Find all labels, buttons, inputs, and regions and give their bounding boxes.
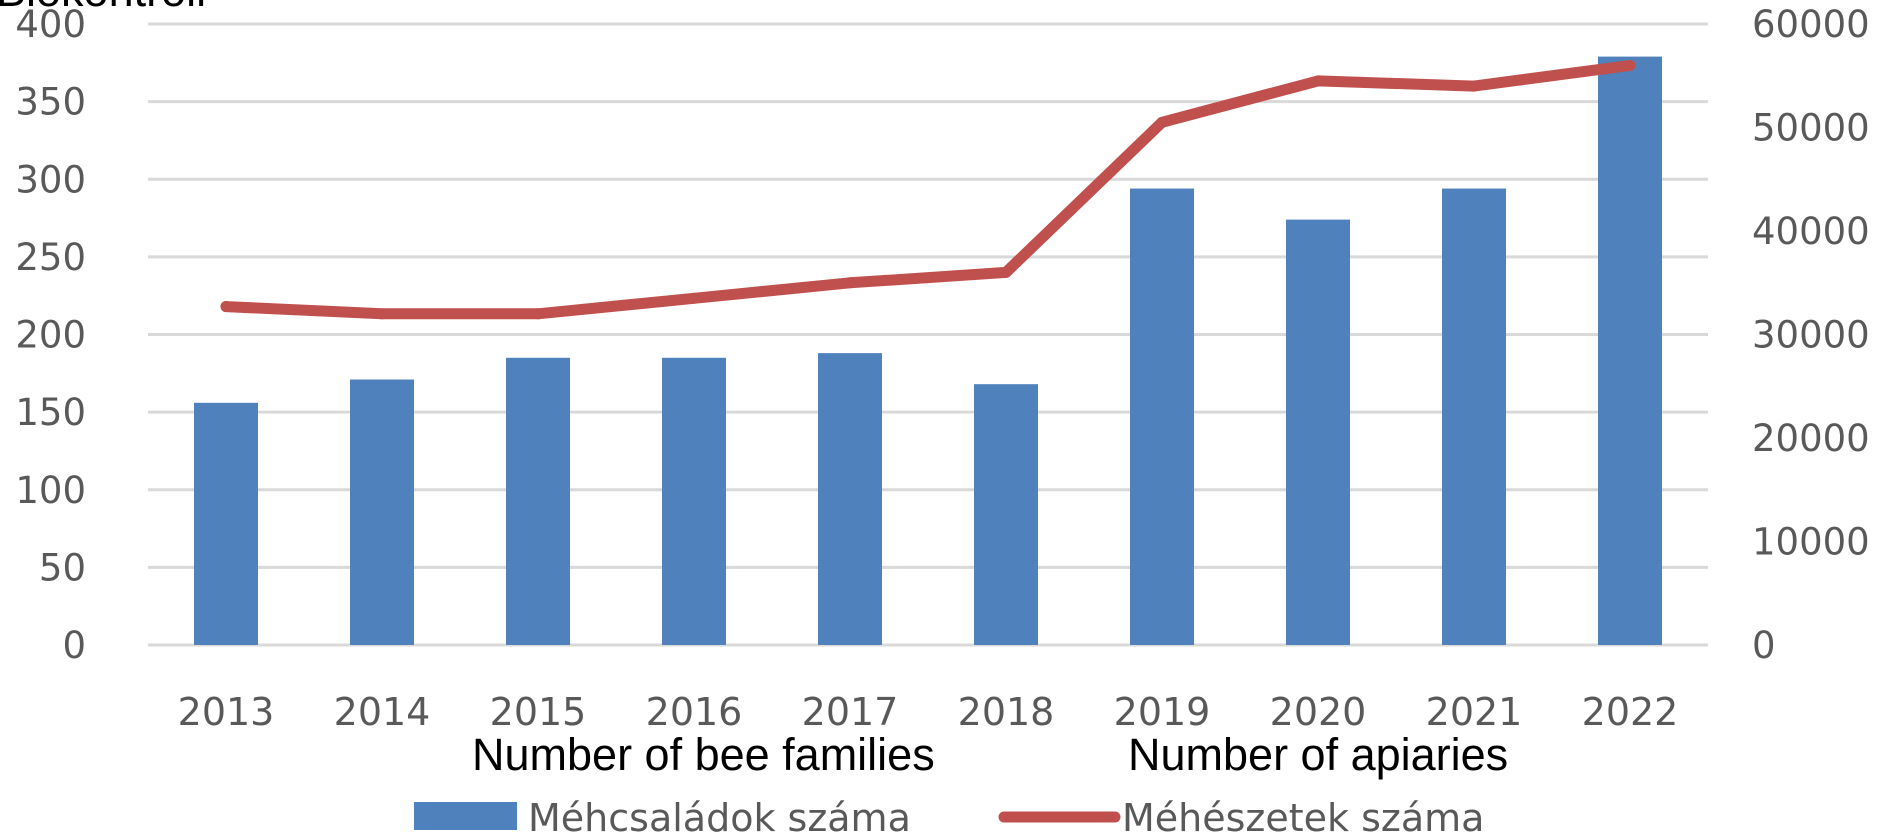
x-tick-2017: 2017 xyxy=(802,690,899,734)
x-tick-2013: 2013 xyxy=(178,690,275,734)
bar-2016 xyxy=(662,357,726,645)
legend-label-bee-families: Méhcsaládok száma xyxy=(528,796,911,837)
bar-2019 xyxy=(1130,188,1194,645)
left-tick-50: 50 xyxy=(39,546,86,589)
bar-2020 xyxy=(1286,219,1350,646)
left-tick-0: 0 xyxy=(62,624,86,667)
left-tick-100: 100 xyxy=(15,469,86,512)
line-point-2016 xyxy=(688,292,700,304)
right-tick-60000: 60000 xyxy=(1752,3,1870,46)
bar-series xyxy=(194,56,1662,646)
bar-2018 xyxy=(974,384,1038,645)
left-tick-350: 350 xyxy=(15,81,86,124)
left-tick-250: 250 xyxy=(15,236,86,279)
x-tick-2018: 2018 xyxy=(958,690,1055,734)
left-tick-150: 150 xyxy=(15,391,86,434)
line-point-2019 xyxy=(1156,116,1168,128)
right-tick-0: 0 xyxy=(1752,624,1776,667)
bar-2015 xyxy=(506,357,570,645)
left-tick-300: 300 xyxy=(15,158,86,201)
line-series xyxy=(220,59,1636,320)
line-point-2013 xyxy=(220,301,232,313)
annotation-bee-families: Number of bee families xyxy=(472,729,935,780)
annotation-apiaries: Number of apiaries xyxy=(1128,729,1508,780)
right-tick-30000: 30000 xyxy=(1752,314,1870,357)
right-tick-40000: 40000 xyxy=(1752,210,1870,253)
bar-2022 xyxy=(1598,56,1662,646)
legend-bar-swatch xyxy=(414,802,517,830)
line-point-2021 xyxy=(1468,80,1480,92)
x-tick-2014: 2014 xyxy=(334,690,431,734)
left-axis: 0 50 100 150 200 250 300 350 400 xyxy=(15,3,86,667)
chart-top-fragment: Biokontroll xyxy=(0,0,206,16)
x-tick-2022: 2022 xyxy=(1582,690,1679,734)
right-tick-50000: 50000 xyxy=(1752,107,1870,150)
bar-2021 xyxy=(1442,188,1506,645)
x-axis: 2013 2014 2015 2016 2017 2018 2019 2020 2021 2022 xyxy=(178,690,1679,734)
line-apiaries xyxy=(220,59,1636,320)
bar-2014 xyxy=(350,379,414,645)
line-point-2018 xyxy=(1000,266,1012,278)
x-tick-2020: 2020 xyxy=(1270,690,1367,734)
line-point-2015 xyxy=(532,308,544,320)
line-point-2017 xyxy=(844,277,856,289)
legend: Méhcsaládok száma Méhészetek száma xyxy=(414,796,1484,837)
x-tick-2019: 2019 xyxy=(1114,690,1211,734)
legend-label-apiaries: Méhészetek száma xyxy=(1122,796,1484,837)
bar-2017 xyxy=(818,353,882,645)
x-tick-2021: 2021 xyxy=(1426,690,1523,734)
right-tick-20000: 20000 xyxy=(1752,417,1870,460)
x-tick-2015: 2015 xyxy=(490,690,587,734)
left-tick-400: 400 xyxy=(15,3,86,46)
right-tick-10000: 10000 xyxy=(1752,521,1870,564)
left-tick-200: 200 xyxy=(15,314,86,357)
bar-2013 xyxy=(194,402,258,645)
right-axis: 0 10000 20000 30000 40000 50000 60000 xyxy=(1752,3,1870,667)
x-tick-2016: 2016 xyxy=(646,690,743,734)
line-point-2014 xyxy=(376,308,388,320)
line-point-2022 xyxy=(1624,59,1636,71)
line-point-2020 xyxy=(1312,75,1324,87)
